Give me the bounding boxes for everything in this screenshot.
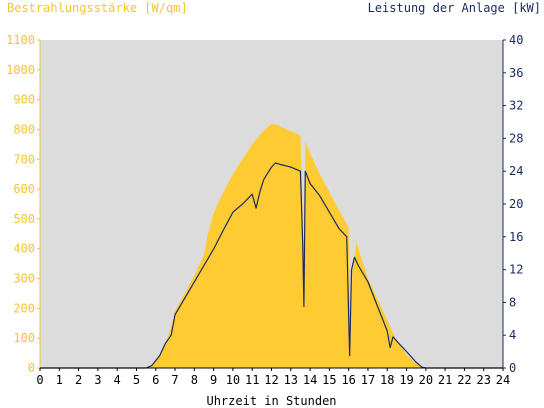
right-tick-label: 36 [509, 66, 523, 80]
series-layer [40, 123, 503, 369]
x-tick-label: 3 [94, 373, 101, 387]
left-tick-label: 700 [13, 152, 35, 166]
x-tick-label: 19 [399, 373, 413, 387]
x-tick-label: 22 [457, 373, 471, 387]
right-tick-label: 32 [509, 99, 523, 113]
left-tick-label: 400 [13, 242, 35, 256]
right-tick-label: 24 [509, 164, 523, 178]
right-tick-label: 0 [509, 361, 516, 375]
power-line [40, 162, 503, 369]
left-tick-label: 0 [28, 361, 35, 375]
x-tick-label: 8 [191, 373, 198, 387]
right-tick-label: 20 [509, 197, 523, 211]
x-tick-label: 11 [245, 373, 259, 387]
x-tick-label: 4 [114, 373, 121, 387]
right-tick-label: 16 [509, 230, 523, 244]
right-tick-label: 40 [509, 33, 523, 47]
right-tick-label: 4 [509, 328, 516, 342]
x-tick-label: 12 [264, 373, 278, 387]
x-tick-label: 23 [476, 373, 490, 387]
irradiance-area [40, 123, 503, 369]
right-axis-label: Leistung der Anlage [kW] [367, 1, 541, 15]
x-tick-label: 1 [56, 373, 63, 387]
x-tick-label: 10 [226, 373, 240, 387]
left-tick-label: 500 [13, 212, 35, 226]
x-tick-label: 14 [303, 373, 317, 387]
x-axis-label: Uhrzeit in Stunden [206, 394, 336, 408]
left-tick-label: 100 [13, 331, 35, 345]
right-tick-label: 8 [509, 295, 516, 309]
left-tick-label: 1000 [6, 63, 35, 77]
axes-layer: 0100200300400500600700800900100011000481… [6, 33, 523, 387]
right-tick-label: 28 [509, 131, 523, 145]
x-tick-label: 16 [341, 373, 355, 387]
x-tick-label: 7 [171, 373, 178, 387]
x-tick-label: 20 [419, 373, 433, 387]
x-tick-label: 15 [322, 373, 336, 387]
left-tick-label: 300 [13, 272, 35, 286]
x-tick-label: 18 [380, 373, 394, 387]
left-tick-label: 200 [13, 301, 35, 315]
left-tick-label: 800 [13, 122, 35, 136]
x-tick-label: 6 [152, 373, 159, 387]
x-tick-label: 0 [36, 373, 43, 387]
left-tick-label: 1100 [6, 33, 35, 47]
x-tick-label: 2 [75, 373, 82, 387]
x-tick-label: 24 [496, 373, 510, 387]
left-tick-label: 900 [13, 93, 35, 107]
x-tick-label: 13 [284, 373, 298, 387]
left-axis-label: Bestrahlungsstärke [W/qm] [7, 1, 188, 15]
x-tick-label: 21 [438, 373, 452, 387]
right-tick-label: 12 [509, 263, 523, 277]
x-tick-label: 17 [361, 373, 375, 387]
left-tick-label: 600 [13, 182, 35, 196]
x-tick-label: 9 [210, 373, 217, 387]
x-tick-label: 5 [133, 373, 140, 387]
